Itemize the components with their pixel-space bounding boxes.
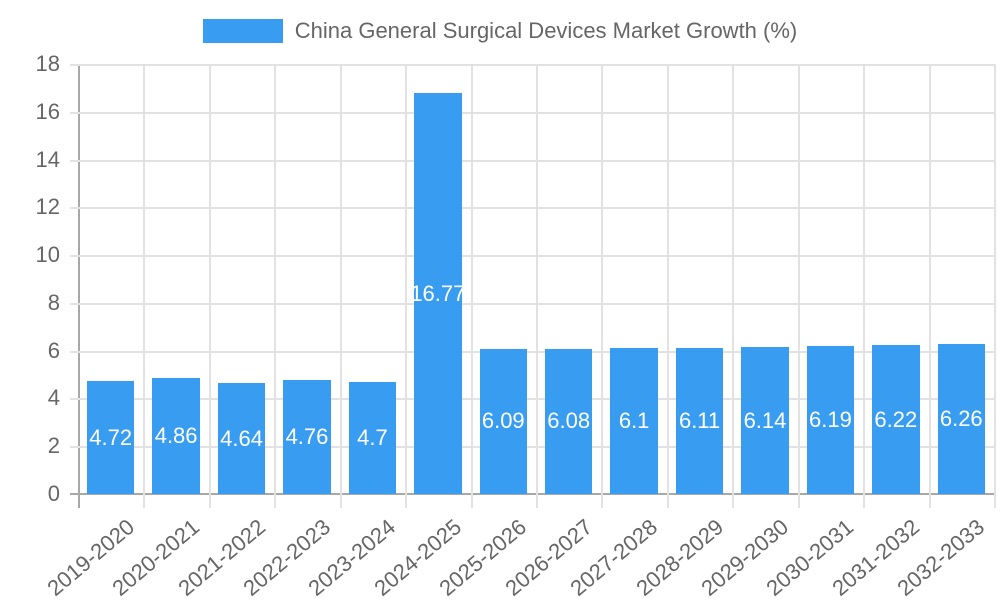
h-gridline xyxy=(70,302,994,305)
v-gridline xyxy=(143,64,146,508)
v-gridline xyxy=(470,64,473,508)
bar[interactable]: 6.22 xyxy=(872,345,920,494)
bar[interactable]: 16.77 xyxy=(414,93,462,494)
bar[interactable]: 6.08 xyxy=(545,348,593,494)
y-tick-label: 18 xyxy=(35,51,60,76)
v-gridline xyxy=(405,64,408,508)
y-tick-label: 0 xyxy=(47,481,60,506)
bar-value-label: 6.22 xyxy=(874,406,918,432)
y-tick-label: 12 xyxy=(35,194,60,220)
bar-value-label: 16.77 xyxy=(414,280,462,306)
y-tick-label: 8 xyxy=(47,289,60,315)
bar-value-label: 4.64 xyxy=(220,425,263,451)
bar-value-label: 6.1 xyxy=(618,408,650,434)
y-tick-label: 2 xyxy=(47,433,60,459)
y-axis-line xyxy=(78,64,80,508)
chart-legend[interactable]: China General Surgical Devices Market Gr… xyxy=(0,18,1000,44)
h-gridline xyxy=(70,255,994,258)
legend-label: China General Surgical Devices Market Gr… xyxy=(294,18,798,43)
bar[interactable]: 4.86 xyxy=(152,377,200,494)
bar-value-label: 6.14 xyxy=(743,407,787,433)
h-gridline xyxy=(70,64,994,66)
h-gridline xyxy=(70,398,994,401)
bar-value-label: 4.7 xyxy=(357,424,388,450)
v-gridline xyxy=(732,64,735,508)
bar-value-label: 6.19 xyxy=(808,407,852,433)
bar[interactable]: 6.19 xyxy=(806,346,855,494)
v-gridline xyxy=(994,64,996,508)
bar-value-label: 4.76 xyxy=(285,424,329,450)
v-gridline xyxy=(863,64,866,508)
v-gridline xyxy=(274,64,277,508)
bar-value-label: 6.11 xyxy=(678,408,721,434)
bar-value-label: 4.72 xyxy=(89,424,133,450)
v-gridline xyxy=(928,64,931,508)
y-tick-label: 4 xyxy=(47,385,60,411)
bar[interactable]: 6.14 xyxy=(741,347,789,494)
bar[interactable]: 4.7 xyxy=(348,381,397,494)
h-gridline xyxy=(70,207,994,210)
bar[interactable]: 6.09 xyxy=(479,348,527,494)
y-tick-label: 14 xyxy=(35,146,60,172)
y-tick-label: 10 xyxy=(35,242,60,268)
v-gridline xyxy=(536,64,538,508)
v-gridline xyxy=(666,64,669,508)
legend-swatch[interactable] xyxy=(202,19,283,43)
bar-value-label: 4.86 xyxy=(154,422,198,448)
bar[interactable]: 6.26 xyxy=(937,344,985,494)
y-tick-label: 16 xyxy=(35,98,60,124)
plot-area: 18 16 14 12 10 8 6 4 2 0 4.72 2019-2020 4.86 2020-202… xyxy=(36,51,996,601)
bar[interactable]: 4.72 xyxy=(87,381,135,494)
bar[interactable]: 6.11 xyxy=(675,348,724,494)
bar-value-label: 6.26 xyxy=(939,406,983,432)
h-gridline xyxy=(70,446,994,449)
h-gridline xyxy=(70,350,994,353)
x-axis-line xyxy=(70,493,994,495)
bar[interactable]: 4.64 xyxy=(217,383,266,494)
v-gridline xyxy=(208,64,211,508)
h-gridline xyxy=(70,159,994,162)
bar[interactable]: 4.76 xyxy=(283,380,331,494)
v-gridline xyxy=(601,64,604,508)
v-gridline xyxy=(339,64,342,508)
h-gridline xyxy=(70,111,994,114)
y-tick-label: 6 xyxy=(47,337,60,363)
bar-value-label: 6.08 xyxy=(547,408,591,434)
v-gridline xyxy=(797,64,800,508)
bar[interactable]: 6.1 xyxy=(610,348,658,494)
bar-value-label: 6.09 xyxy=(481,408,525,434)
